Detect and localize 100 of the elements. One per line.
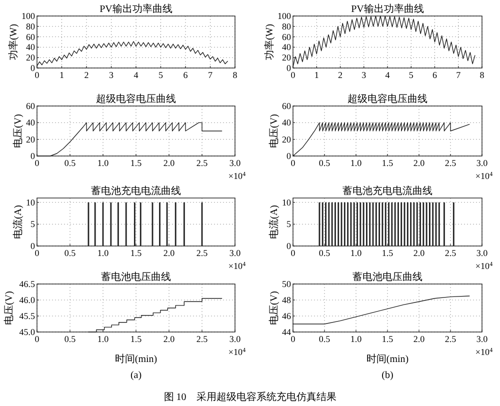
- x-tick-label: 1.5: [382, 248, 394, 258]
- y-tick-label: 50: [282, 279, 292, 289]
- x-tick-label: 4: [385, 70, 390, 80]
- x-tick-label: 1.0: [350, 248, 362, 258]
- x-tick-label: 2.5: [196, 158, 208, 168]
- x-tick-label: 1.0: [97, 334, 110, 344]
- y-tick-label: 5: [286, 219, 292, 230]
- x-tick-label: 3.0: [476, 334, 488, 344]
- y-tick-label: 60: [282, 32, 292, 42]
- x-tick-label: 1.5: [130, 334, 142, 344]
- y-tick-label: 0: [30, 151, 36, 161]
- y-tick-label: 40: [282, 42, 292, 52]
- x-tick-label: 2.5: [196, 334, 208, 344]
- x-tick-label: 1: [60, 70, 64, 80]
- x-axis-title: 时间(min): [114, 353, 158, 365]
- x-tick-label: 1.0: [97, 158, 110, 168]
- x-tick-label: 1.0: [350, 334, 362, 344]
- x-tick-label: 2.5: [444, 334, 457, 344]
- chart-title: 蓄电池充电电流曲线: [91, 185, 181, 197]
- x-tick-label: 2.0: [163, 158, 176, 168]
- chart-title: 超级电容电压曲线: [96, 93, 176, 105]
- y-axis-title: 电压(V): [268, 114, 280, 148]
- x-tick-label: 2: [84, 70, 89, 80]
- y-tick-label: 48: [282, 295, 292, 305]
- y-tick-label: 80: [282, 21, 292, 32]
- x-tick-label: 2.5: [196, 248, 208, 258]
- y-tick-label: 40: [26, 118, 36, 128]
- x-tick-label: 2.0: [413, 158, 426, 168]
- x-tick-label: 0.5: [64, 334, 76, 344]
- chart-title: 蓄电池电压曲线: [352, 271, 422, 283]
- y-tick-label: 40: [26, 42, 36, 52]
- x-tick-label: 1.5: [130, 158, 142, 168]
- x-tick-label: 7: [208, 70, 213, 80]
- chart-title: PV输出功率曲线: [351, 3, 424, 15]
- y-axis-title: 电压(V): [268, 291, 280, 325]
- x-tick-label: 2.5: [444, 248, 457, 258]
- y-tick-label: 45.0: [19, 327, 36, 337]
- chart-title: 超级电容电压曲线: [348, 93, 428, 105]
- x-tick-label: 2.0: [413, 334, 426, 344]
- chart-title: 蓄电池充电电流曲线: [342, 185, 432, 197]
- y-tick-label: 60: [282, 101, 292, 111]
- x-tick-label: 1: [314, 70, 319, 80]
- x-tick-label: 1.5: [382, 334, 394, 344]
- y-axis-title: 功率(W): [264, 24, 276, 60]
- x-tick-label: 3.0: [476, 158, 488, 168]
- x-tick-label: 7: [456, 70, 462, 80]
- y-axis-title: 电压(V): [3, 291, 15, 325]
- y-axis-title: 电流(A): [12, 205, 24, 239]
- y-tick-label: 0: [286, 151, 292, 161]
- y-tick-label: 0: [286, 63, 292, 73]
- x-tick-label: 0.5: [64, 158, 76, 168]
- x-tick-label: 2.5: [444, 158, 457, 168]
- y-tick-label: 100: [22, 11, 36, 21]
- x-tick-label: 3.0: [476, 248, 488, 258]
- x-tick-label: 2.0: [163, 334, 176, 344]
- text: ×10$^{4}$: [228, 170, 246, 181]
- y-tick-label: 10: [26, 197, 36, 208]
- y-tick-label: 45.5: [19, 311, 36, 321]
- text: ×10$^{4}$: [475, 260, 494, 271]
- x-tick-label: 1.5: [130, 248, 142, 258]
- y-axis-title: 电压(V): [12, 114, 24, 148]
- y-tick-label: 60: [26, 32, 36, 42]
- y-tick-label: 80: [26, 21, 36, 32]
- text: (b): [382, 370, 394, 381]
- y-tick-label: 20: [282, 52, 292, 63]
- text: ×10$^{4}$: [475, 170, 494, 181]
- y-tick-label: 44: [282, 327, 292, 337]
- y-tick-label: 40: [282, 118, 292, 128]
- x-tick-label: 0.5: [318, 248, 331, 258]
- x-tick-label: 3.0: [229, 248, 242, 258]
- x-tick-label: 3: [109, 70, 114, 80]
- y-tick-label: 46.5: [19, 279, 36, 289]
- x-tick-label: 0.5: [318, 158, 331, 168]
- text: ×10$^{4}$: [228, 346, 246, 357]
- y-tick-label: 0: [30, 63, 36, 73]
- y-tick-label: 10: [282, 197, 292, 208]
- y-tick-label: 0: [286, 241, 292, 251]
- x-tick-label: 1.0: [350, 158, 362, 168]
- x-tick-label: 6: [432, 70, 438, 80]
- text: ×10$^{4}$: [475, 346, 494, 357]
- y-tick-label: 100: [278, 11, 292, 21]
- y-axis-title: 电流(A): [268, 205, 280, 239]
- x-tick-label: 8: [480, 70, 485, 80]
- chart-title: 蓄电池电压曲线: [101, 271, 171, 283]
- x-tick-label: 2.0: [163, 248, 176, 258]
- y-tick-label: 20: [26, 134, 36, 144]
- x-tick-label: 0.5: [64, 248, 76, 258]
- x-tick-label: 6: [183, 70, 188, 80]
- x-tick-label: 2: [338, 70, 342, 80]
- x-tick-label: 5: [408, 70, 414, 80]
- y-tick-label: 60: [26, 101, 36, 111]
- x-tick-label: 3.0: [229, 334, 242, 344]
- caption: 图 10 采用超级电容系统充电仿真结果: [164, 391, 336, 403]
- y-axis-title: 功率(W): [8, 24, 20, 60]
- x-tick-label: 4: [134, 70, 139, 80]
- x-tick-label: 3: [362, 70, 367, 80]
- x-tick-label: 0.5: [318, 334, 331, 344]
- y-tick-label: 5: [30, 219, 36, 230]
- chart-title: PV输出功率曲线: [100, 3, 172, 15]
- x-tick-label: 1.0: [97, 248, 110, 258]
